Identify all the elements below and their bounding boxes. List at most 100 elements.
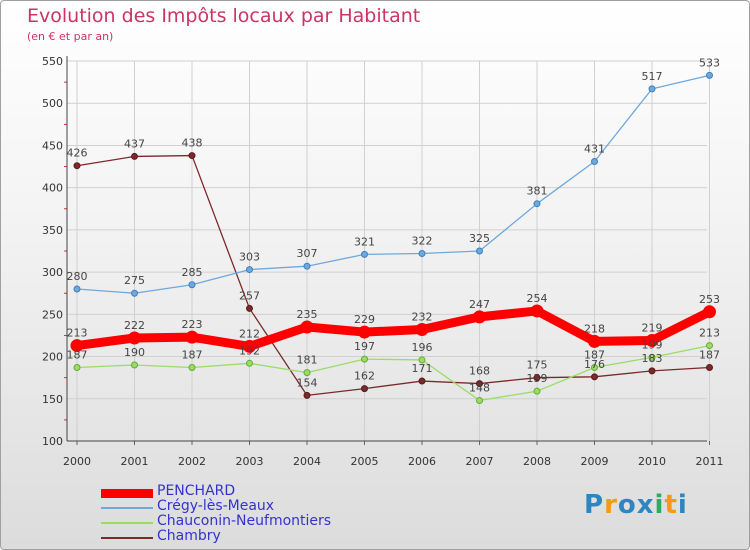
data-label: 176 bbox=[584, 358, 605, 371]
x-tick-label: 2010 bbox=[638, 455, 666, 468]
data-label: 257 bbox=[239, 289, 260, 302]
data-point bbox=[303, 391, 311, 399]
data-label: 321 bbox=[354, 235, 375, 248]
x-tick-label: 2003 bbox=[236, 455, 264, 468]
data-point bbox=[73, 162, 81, 170]
data-point bbox=[645, 334, 659, 348]
data-label: 275 bbox=[124, 274, 145, 287]
data-point bbox=[591, 157, 598, 165]
x-tick-label: 2001 bbox=[121, 455, 149, 468]
data-label: 187 bbox=[699, 349, 720, 362]
data-point bbox=[530, 304, 544, 318]
series-layer bbox=[70, 71, 716, 404]
data-label: 168 bbox=[469, 365, 490, 378]
legend-label: Crégy-lès-Meaux bbox=[157, 498, 275, 514]
logo-letter: r bbox=[604, 490, 618, 520]
data-label: 219 bbox=[642, 322, 663, 335]
logo-letter: i bbox=[654, 490, 665, 520]
data-point bbox=[533, 200, 541, 208]
data-point bbox=[300, 320, 314, 334]
data-point bbox=[188, 281, 196, 289]
data-point bbox=[361, 355, 368, 363]
legend-swatch bbox=[101, 522, 153, 524]
data-label: 159 bbox=[527, 372, 548, 385]
data-label: 213 bbox=[699, 327, 720, 340]
data-point bbox=[533, 374, 541, 382]
data-point bbox=[473, 310, 486, 324]
data-label: 187 bbox=[584, 349, 605, 362]
data-label: 235 bbox=[297, 308, 318, 321]
data-label: 517 bbox=[642, 70, 663, 83]
y-tick-label: 350 bbox=[42, 224, 63, 237]
legend-label: PENCHARD bbox=[157, 483, 236, 499]
x-tick-label: 2007 bbox=[466, 455, 494, 468]
data-point bbox=[361, 250, 368, 258]
data-point bbox=[128, 331, 141, 345]
data-point bbox=[188, 364, 196, 372]
data-point bbox=[303, 262, 311, 270]
y-tick-label: 100 bbox=[42, 435, 63, 448]
data-point bbox=[131, 152, 138, 160]
data-label: 199 bbox=[642, 338, 663, 351]
data-point bbox=[706, 342, 713, 350]
data-label: 223 bbox=[182, 318, 203, 331]
data-label: 213 bbox=[67, 327, 88, 340]
data-label: 190 bbox=[124, 346, 145, 359]
data-label: 162 bbox=[354, 370, 375, 383]
data-label: 253 bbox=[699, 293, 720, 306]
y-tick-label: 550 bbox=[42, 55, 63, 68]
data-label: 438 bbox=[182, 137, 203, 150]
data-point bbox=[246, 304, 253, 312]
legend-label: Chambry bbox=[157, 528, 221, 544]
data-point bbox=[706, 364, 713, 372]
data-label: 254 bbox=[527, 292, 548, 305]
grid-layer bbox=[67, 60, 710, 442]
x-tick-label: 2011 bbox=[696, 455, 724, 468]
x-tick-label: 2008 bbox=[523, 455, 551, 468]
data-label: 154 bbox=[297, 376, 318, 389]
y-tick-label: 150 bbox=[42, 393, 63, 406]
x-tick-label: 2000 bbox=[63, 455, 91, 468]
data-label: 325 bbox=[469, 232, 490, 245]
logo-letter: P bbox=[584, 490, 605, 520]
data-point bbox=[418, 377, 426, 385]
data-label: 187 bbox=[182, 349, 203, 362]
data-point bbox=[361, 385, 368, 393]
data-label: 533 bbox=[699, 56, 720, 69]
x-tick-label: 2009 bbox=[581, 455, 609, 468]
data-label: 181 bbox=[297, 354, 318, 367]
data-point bbox=[476, 247, 483, 255]
data-point bbox=[418, 250, 426, 258]
data-point bbox=[418, 356, 426, 364]
data-point bbox=[185, 330, 199, 344]
y-tick-label: 250 bbox=[42, 308, 63, 321]
data-label: 171 bbox=[412, 362, 433, 375]
data-point bbox=[188, 152, 196, 160]
series-line-3 bbox=[76, 154, 711, 397]
data-point bbox=[358, 325, 371, 339]
data-label: 426 bbox=[67, 147, 88, 160]
x-tick-label: 2006 bbox=[408, 455, 436, 468]
data-point bbox=[70, 339, 84, 353]
legend-swatch bbox=[101, 488, 153, 498]
data-point bbox=[246, 266, 253, 274]
data-label: 197 bbox=[354, 340, 375, 353]
y-tick-label: 300 bbox=[42, 266, 63, 279]
x-tick-label: 2005 bbox=[351, 455, 379, 468]
data-label: 285 bbox=[182, 266, 203, 279]
data-label: 196 bbox=[412, 341, 433, 354]
data-label: 437 bbox=[124, 137, 145, 150]
data-label: 212 bbox=[239, 327, 260, 340]
axis-layer: 100 150 200 250 300 350 400 450 500 550 2000 2001 20… bbox=[42, 55, 724, 468]
data-label: 381 bbox=[527, 185, 548, 198]
data-label: 322 bbox=[412, 235, 433, 248]
series-line-0 bbox=[72, 306, 714, 351]
data-label: 303 bbox=[239, 251, 260, 264]
chart-subtitle: (en € et par an) bbox=[27, 30, 114, 43]
data-label: 192 bbox=[239, 344, 260, 357]
logo-letter: o bbox=[617, 490, 637, 520]
data-label-layer: 213 222 223 212 235 229 232 247 254 218 219 253 280 2… bbox=[67, 56, 721, 394]
data-point bbox=[533, 387, 541, 395]
